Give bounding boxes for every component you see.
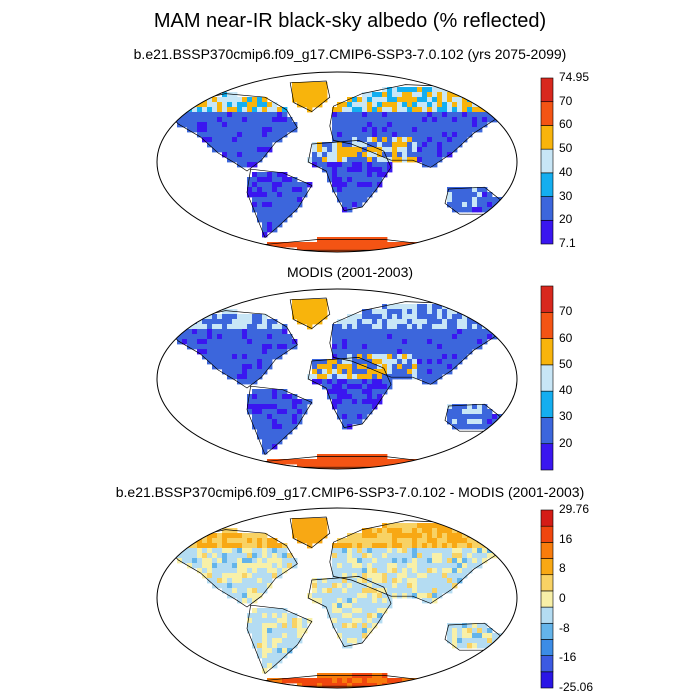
coastlines	[169, 80, 504, 251]
colorbar-1	[540, 77, 554, 245]
colorbar-2	[540, 285, 554, 471]
colorbar-tick-label: -25.06	[559, 680, 594, 694]
colorbar-swatch	[540, 77, 554, 103]
colorbar-swatch	[540, 525, 554, 543]
colorbar-swatch	[540, 622, 554, 640]
colorbar-tick-label: 20	[559, 435, 573, 450]
colorbar-tick-label: 60	[559, 117, 573, 132]
colorbar-swatch	[540, 542, 554, 559]
colorbar-tick-label: 30	[559, 409, 573, 424]
colorbar-swatch	[540, 558, 554, 576]
colorbar-tick-label: 20	[559, 212, 573, 227]
colorbar-swatch	[540, 417, 554, 445]
colorbar-tick-label: 70	[559, 93, 573, 108]
colorbar-swatch	[540, 606, 554, 624]
colorbar-swatch	[540, 125, 554, 150]
colorbar-tick-label: 74.95	[559, 70, 590, 84]
colorbar-tick-label: 16	[559, 531, 573, 546]
panel-3-title: b.e21.BSSP370cmip6.f09_g17.CMIP6-SSP3-7.…	[115, 484, 585, 500]
colorbar-tick-label: 60	[559, 330, 573, 345]
colorbar-tick-label: 7.1	[559, 236, 576, 250]
colorbar-swatch	[540, 671, 554, 689]
colorbar-swatch	[540, 443, 554, 471]
colorbar-swatch	[540, 590, 554, 608]
colorbar-swatch	[540, 219, 554, 245]
map-border	[156, 71, 518, 253]
colorbar-swatch	[540, 509, 554, 527]
colorbar-swatch	[540, 655, 554, 673]
panel-2-title: MODIS (2001-2003)	[286, 264, 414, 280]
map-border	[156, 507, 518, 689]
colorbar-tick-label: -16	[559, 650, 577, 665]
map-border	[156, 288, 518, 470]
colorbar-tick-label: 8	[559, 561, 566, 576]
colorbar-swatch	[540, 172, 554, 197]
colorbar-swatch	[540, 364, 554, 392]
colorbar-tick-label: 70	[559, 304, 573, 319]
figure-title: MAM near-IR black-sky albedo (% reflecte…	[153, 10, 547, 32]
panel-1-title: b.e21.BSSP370cmip6.f09_g17.CMIP6-SSP3-7.…	[133, 46, 567, 62]
colorbar-tick-label: -8	[559, 620, 570, 635]
map-panel-3	[156, 507, 518, 689]
colorbar-tick-label: 40	[559, 383, 573, 398]
colorbar-3	[540, 509, 554, 689]
map-panel-2	[156, 288, 518, 470]
colorbar-tick-label: 29.76	[559, 502, 590, 516]
colorbar-swatch	[540, 639, 554, 656]
land-albedo-cells	[172, 518, 503, 688]
colorbar-swatch	[540, 148, 554, 174]
colorbar-swatch	[540, 390, 554, 418]
colorbar-tick-label: 50	[559, 356, 573, 371]
colorbar-swatch	[540, 574, 554, 592]
colorbar-swatch	[540, 311, 554, 339]
colorbar-swatch	[540, 338, 554, 366]
colorbar-tick-label: 0	[559, 591, 566, 605]
map-panel-1	[156, 71, 518, 253]
colorbar-tick-label: 30	[559, 188, 573, 203]
colorbar-swatch	[540, 285, 554, 313]
colorbar-swatch	[540, 101, 554, 126]
colorbar-tick-label: 40	[559, 164, 573, 179]
colorbar-tick-label: 50	[559, 141, 573, 156]
colorbar-swatch	[540, 196, 554, 221]
